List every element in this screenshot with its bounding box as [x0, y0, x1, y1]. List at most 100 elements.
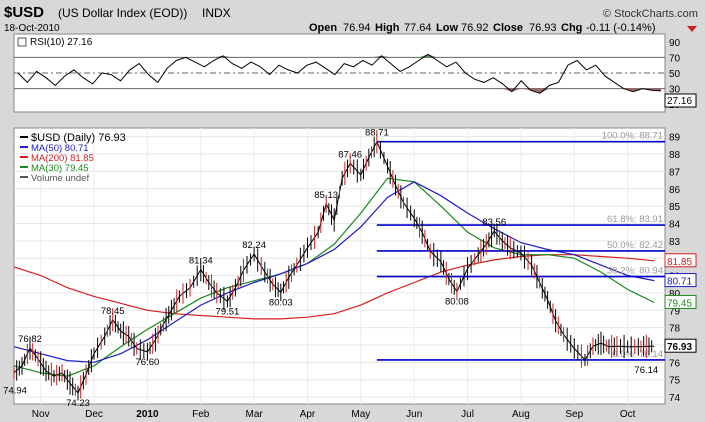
low-value: 76.92 [461, 22, 489, 34]
price-annotation: 78.45 [101, 306, 125, 317]
right-value-label: 80.71 [667, 277, 692, 288]
right-value-label: 79.45 [667, 298, 692, 309]
symbol-name: (US Dollar Index (EOD)) [58, 6, 187, 20]
price-annotation: 87.46 [338, 149, 362, 160]
fib-level-label: 38.2%: 80.94 [607, 266, 663, 277]
price-annotation: 80.03 [269, 297, 293, 308]
x-tick-label: Sep [565, 409, 583, 420]
price-annotation: 81.34 [189, 256, 213, 267]
x-tick-label: Apr [300, 409, 316, 420]
ma30-line [13, 177, 655, 377]
rsi-current-label: 27.16 [667, 96, 692, 107]
price-annotation: 76.60 [136, 357, 160, 368]
fib-level-label: 100.0%: 88.71 [602, 131, 663, 142]
exchange: INDX [202, 6, 231, 20]
legend-entry: MA(50) 80.71 [31, 143, 89, 154]
price-grid [14, 128, 665, 404]
price-tick-label: 85 [669, 202, 681, 213]
x-tick-label: Jun [406, 409, 422, 420]
price-tick-label: 79 [669, 306, 681, 317]
price-tick-label: 74 [669, 393, 681, 404]
price-tick-label: 87 [669, 167, 681, 178]
rsi-tick-label: 90 [669, 38, 681, 49]
price-tick-label: 84 [669, 219, 681, 230]
moving-averages [13, 177, 655, 377]
x-tick-label: 2010 [136, 409, 159, 420]
low-label: Low [436, 22, 458, 34]
price-annotation: 85.13 [314, 190, 338, 201]
x-tick-label: Nov [32, 409, 50, 420]
price-annotation: 74.23 [66, 398, 90, 409]
price-annotation: 74.94 [3, 386, 27, 397]
x-tick-label: Dec [85, 409, 103, 420]
price-tick-label: 78 [669, 324, 681, 335]
price-axis: 74757677787980818283848586878889 [669, 133, 681, 404]
fibonacci-levels: 100.0%: 88.71 61.8%: 83.91 50.0%: 82.42 38.… [376, 131, 665, 361]
brand[interactable]: © StockCharts.com [603, 8, 698, 20]
fib-level-label: 61.8%: 83.91 [607, 214, 663, 225]
legend-entry: MA(30) 79.45 [31, 163, 89, 174]
rsi-value-box [664, 93, 697, 108]
rsi-title: RSI(10) 27.16 [30, 37, 93, 48]
rsi-tick-label: 30 [669, 85, 681, 96]
legend-entry: Volume undef [31, 173, 89, 184]
rsi-line [17, 53, 662, 94]
fib-level-label: 0.0%: 76.14 [612, 349, 663, 360]
chg-label: Chg [561, 22, 582, 34]
price-annotation: 79.51 [216, 306, 240, 317]
x-axis: Nov Dec 2010 Feb Mar Apr May Jun Jul Aug Sep Oct [32, 409, 636, 420]
x-tick-label: Aug [512, 409, 530, 420]
price-tick-label: 75 [669, 376, 681, 387]
price-tick-label: 89 [669, 133, 681, 144]
ma50-line [13, 181, 655, 363]
price-tick-label: 88 [669, 150, 681, 161]
rsi-series [17, 53, 662, 94]
close-label: Close [493, 22, 523, 34]
price-annotation: 80.08 [445, 297, 469, 308]
x-tick-label: Mar [246, 409, 264, 420]
price-tick-label: 86 [669, 185, 681, 196]
price-tick-label: 83 [669, 237, 681, 248]
price-annotation: 88.71 [365, 128, 389, 139]
right-value-box [664, 273, 697, 288]
rsi-legend-icon [17, 37, 27, 47]
down-arrow-icon [687, 26, 697, 32]
price-line [13, 140, 655, 395]
rsi-tick-label: 50 [669, 69, 681, 80]
open-label: Open [309, 22, 337, 34]
price-series [13, 130, 655, 401]
rsi-tick-label: 70 [669, 53, 681, 64]
legend-entry: MA(200) 81.85 [31, 153, 94, 164]
right-value-label: 81.85 [667, 257, 692, 268]
x-tick-label: Oct [620, 409, 636, 420]
high-label: High [375, 22, 400, 34]
legend-entry: $USD (Daily) 76.93 [31, 132, 126, 144]
right-value-box [664, 338, 697, 353]
x-tick-label: May [351, 409, 370, 420]
right-value-box [664, 294, 697, 309]
right-value-label: 76.93 [667, 342, 692, 353]
chg-value: -0.11 (-0.14%) [586, 22, 656, 34]
x-tick-label: Jul [461, 409, 474, 420]
price-panel [13, 127, 666, 405]
price-annotation: 82.24 [242, 240, 266, 251]
chart-date: 18-Oct-2010 [4, 23, 60, 34]
price-tick-label: 80 [669, 289, 681, 300]
high-value: 77.64 [404, 22, 432, 34]
symbol-title: $USD [4, 4, 44, 21]
fib-level-label: 50.0%: 82.42 [607, 240, 663, 251]
price-tick-label: 76 [669, 358, 681, 369]
right-value-labels: 81.85 80.71 79.45 76.93 [664, 253, 697, 353]
open-value: 76.94 [343, 22, 371, 34]
right-value-box [664, 253, 697, 268]
close-value: 76.93 [529, 22, 557, 34]
rsi-grid [14, 56, 665, 90]
price-annotations: 76.82 74.94 74.23 78.45 76.60 81.34 79.51 82.24… [3, 128, 658, 409]
price-annotation: 83.56 [482, 217, 506, 228]
price-annotation: 76.82 [18, 334, 42, 345]
price-annotation: 76.14 [634, 365, 658, 376]
ohlc-row: Open 76.94 High 77.64 Low 76.92 Close 76… [309, 22, 656, 34]
